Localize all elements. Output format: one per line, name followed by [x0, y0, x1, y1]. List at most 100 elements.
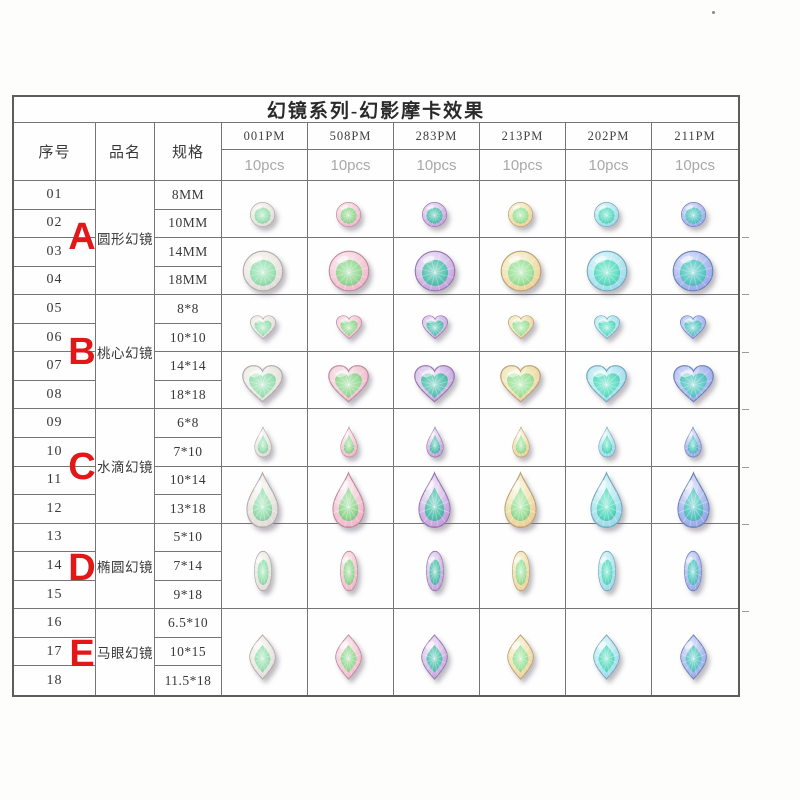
serial-cell: 10 [14, 437, 96, 467]
gem-drop-icon [504, 470, 537, 528]
gem-heart-icon [500, 365, 541, 403]
gem-circle-icon [422, 201, 447, 227]
gem-circle-icon [508, 201, 533, 227]
header-product-name: 品名 [96, 123, 155, 181]
spec-cell: 14*14 [155, 352, 222, 381]
gem-cell-circle [652, 181, 738, 239]
serial-cell: 05 [14, 295, 96, 324]
header-qty: 10pcs [308, 150, 394, 181]
spec-cell: 14MM [155, 238, 222, 267]
gem-marquise-icon [249, 634, 276, 680]
gem-cell-oval [652, 524, 738, 610]
header-product-code: 001PM [222, 123, 308, 150]
gem-cell-heart [222, 295, 308, 353]
gem-cell-circle [566, 238, 652, 296]
gem-heart-icon [507, 315, 534, 340]
gem-cell-oval [222, 523, 308, 610]
gem-circle-icon [242, 250, 283, 292]
scan-tick [742, 409, 749, 410]
gem-cell-drop [652, 409, 738, 467]
serial-cell: 17 [14, 637, 96, 667]
gem-marquise-icon [507, 634, 534, 680]
gem-heart-icon [593, 315, 620, 340]
gem-cell-oval [480, 523, 566, 610]
gem-heart-icon [414, 365, 455, 403]
gem-circle-icon [328, 250, 369, 292]
gem-marquise-icon [421, 634, 448, 680]
spec-cell: 5*10 [155, 523, 222, 553]
gem-cell-oval [394, 523, 480, 610]
gem-marquise-icon [679, 634, 707, 680]
gem-drop-icon [684, 426, 702, 458]
gem-cell-drop [566, 409, 652, 467]
gem-oval-icon [684, 550, 702, 592]
gem-circle-icon [250, 201, 275, 227]
spec-cell: 13*18 [155, 495, 222, 524]
gem-cell-drop [566, 466, 652, 528]
product-name-cell: 圆形幻镜 [96, 181, 155, 296]
gem-drop-icon [511, 426, 530, 458]
serial-cell: 09 [14, 409, 96, 438]
serial-cell: 11 [14, 466, 96, 496]
gem-oval-icon [253, 550, 272, 592]
scan-tick [742, 611, 749, 612]
gem-circle-icon [414, 250, 455, 292]
spec-cell: 11.5*18 [155, 666, 222, 695]
gem-cell-circle [222, 181, 308, 239]
gem-cell-heart [480, 295, 566, 353]
table-title: 幻镜系列-幻影摩卡效果 [14, 97, 738, 123]
gem-cell-drop [222, 409, 308, 467]
scan-tick [742, 294, 749, 295]
spec-cell: 7*14 [155, 552, 222, 581]
product-name-cell: 水滴幻镜 [96, 409, 155, 524]
gem-circle-icon [594, 201, 619, 227]
serial-cell: 08 [14, 380, 96, 410]
spec-cell: 6*8 [155, 409, 222, 438]
gem-oval-icon [597, 550, 616, 592]
gem-cell-heart [480, 352, 566, 410]
gem-cell-drop [480, 466, 566, 528]
gem-cell-heart [652, 352, 738, 410]
group-letter-D: D [68, 546, 96, 589]
gem-drop-icon [425, 426, 444, 458]
header-qty: 10pcs [566, 150, 652, 181]
serial-cell: 14 [14, 552, 96, 581]
header-qty: 10pcs [222, 150, 308, 181]
gem-cell-drop [652, 467, 738, 528]
gem-heart-icon [421, 315, 448, 340]
header-product-code: 202PM [566, 123, 652, 150]
gem-cell-oval [566, 523, 652, 610]
gem-drop-icon [332, 470, 365, 528]
gem-oval-icon [339, 550, 358, 592]
group-letter-B: B [68, 330, 96, 373]
gem-marquise-icon [335, 634, 362, 680]
scan-tick [742, 467, 749, 468]
gem-cell-circle [394, 238, 480, 296]
spec-cell: 7*10 [155, 437, 222, 467]
spec-cell: 10*14 [155, 466, 222, 496]
gem-cell-heart [566, 352, 652, 410]
gem-cell-circle [308, 238, 394, 296]
header-product-code: 508PM [308, 123, 394, 150]
gem-heart-icon [586, 365, 627, 403]
gem-heart-icon [672, 365, 714, 403]
product-name-cell: 马眼幻镜 [96, 609, 155, 695]
header-qty: 10pcs [652, 150, 738, 181]
gem-cell-drop [480, 409, 566, 467]
serial-cell: 15 [14, 580, 96, 610]
spec-cell: 18MM [155, 266, 222, 296]
spec-cell: 8*8 [155, 295, 222, 324]
gem-cell-marquise [222, 609, 308, 695]
gem-heart-icon [242, 365, 283, 403]
scan-speck [712, 11, 715, 14]
serial-cell: 18 [14, 666, 96, 695]
header-product-code: 213PM [480, 123, 566, 150]
serial-cell: 04 [14, 266, 96, 296]
spec-cell: 18*18 [155, 380, 222, 410]
gem-drop-icon [418, 470, 451, 528]
gem-cell-marquise [652, 609, 738, 695]
spec-cell: 10*10 [155, 323, 222, 353]
gem-cell-circle [652, 238, 738, 296]
serial-cell: 03 [14, 238, 96, 267]
gem-cell-oval [308, 523, 394, 610]
